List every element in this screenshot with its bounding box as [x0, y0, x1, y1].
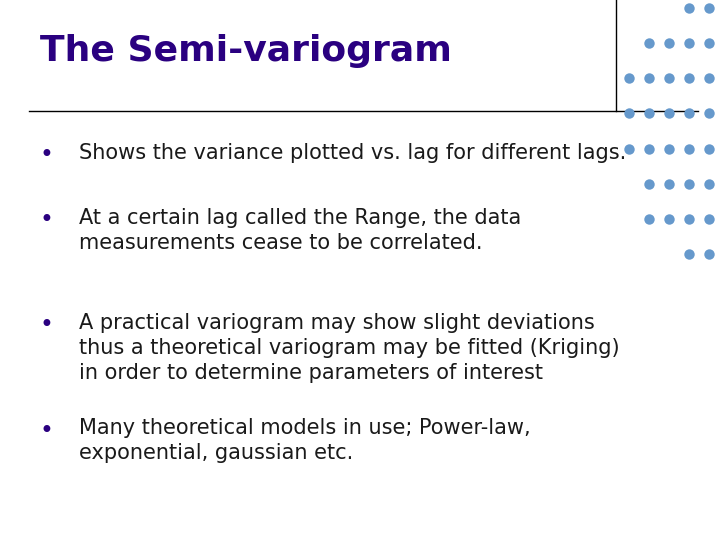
- Text: •: •: [40, 143, 53, 167]
- Text: •: •: [40, 313, 53, 337]
- Text: Many theoretical models in use; Power-law,
exponential, gaussian etc.: Many theoretical models in use; Power-la…: [79, 418, 531, 463]
- Text: •: •: [40, 418, 53, 442]
- Text: A practical variogram may show slight deviations
thus a theoretical variogram ma: A practical variogram may show slight de…: [79, 313, 620, 383]
- Text: Shows the variance plotted vs. lag for different lags.: Shows the variance plotted vs. lag for d…: [79, 143, 626, 163]
- Text: The Semi-variogram: The Semi-variogram: [40, 33, 451, 68]
- Text: •: •: [40, 208, 53, 232]
- Text: At a certain lag called the Range, the data
measurements cease to be correlated.: At a certain lag called the Range, the d…: [79, 208, 521, 253]
